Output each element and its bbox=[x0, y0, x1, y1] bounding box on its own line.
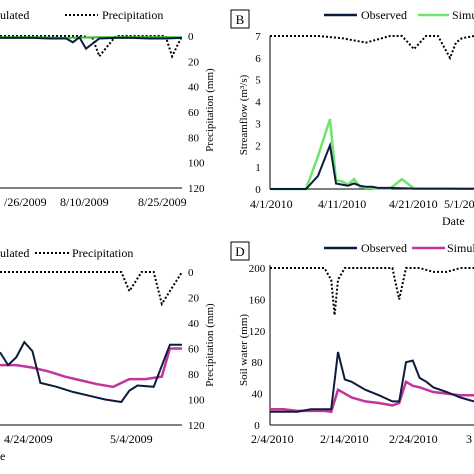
panel-a: ulated Precipitation 0 20 40 60 80 100 120 Pre… bbox=[0, 8, 216, 209]
panel-b-precipitation-line bbox=[270, 35, 474, 61]
panel-b-legend-observed: Observed bbox=[361, 8, 407, 22]
panel-d-precipitation-line bbox=[270, 267, 474, 316]
panel-c-simulated-line bbox=[0, 347, 182, 389]
panel-d-x-tick-label: 2/14/2010 bbox=[320, 432, 369, 446]
panel-c-x-tick-label: 5/4/2009 bbox=[110, 432, 153, 446]
panel-c-observed-line bbox=[0, 340, 182, 404]
panel-b-y-tick-label: 3 bbox=[255, 118, 261, 130]
panel-d-y-tick-label: 80 bbox=[252, 357, 264, 369]
panel-a-right-tick-label: 80 bbox=[188, 132, 200, 144]
panel-b-legend-simulated: Simul bbox=[452, 8, 474, 22]
panel-b-y-tick-label: 7 bbox=[255, 31, 261, 43]
panel-c-legend-precipitation: Precipitation bbox=[72, 246, 133, 260]
panel-c-right-tick-label: 0 bbox=[188, 267, 194, 279]
panel-d: D Observed Simula Soil water (mm) 0 40 80 1… bbox=[230, 241, 474, 446]
panel-b-observed-line bbox=[270, 141, 474, 190]
panel-d-y-ticks: 0 40 80 120 160 200 bbox=[249, 263, 266, 432]
panel-a-right-tick-label: 120 bbox=[188, 183, 205, 195]
panel-d-y-tick-label: 120 bbox=[249, 326, 266, 338]
panel-d-x-ticks: 2/4/2010 2/14/2010 2/24/2010 3 bbox=[251, 432, 472, 446]
panel-c-right-tick-label: 100 bbox=[188, 395, 205, 407]
panel-d-y-tick-label: 40 bbox=[252, 389, 264, 401]
panel-d-observed-line bbox=[270, 351, 474, 413]
panel-c-right-tick-label: 20 bbox=[188, 293, 200, 305]
panel-c-precipitation-line bbox=[0, 271, 183, 307]
panel-b-y-tick-label: 6 bbox=[255, 53, 261, 65]
panel-b-y-tick-label: 1 bbox=[255, 162, 261, 174]
panel-a-right-axis-label: Precipitation (mm) bbox=[204, 68, 216, 152]
panel-d-simulated-line bbox=[270, 379, 474, 414]
panel-b: B Observed Simul Streamflow (m³/s) 0 1 2 3 4… bbox=[230, 8, 474, 228]
panel-a-x-ticks: /26/2009 8/10/2009 8/25/2009 bbox=[4, 195, 187, 209]
panel-b-simulated-line bbox=[270, 118, 474, 191]
panel-c-x-axis-label-fragment: e bbox=[0, 449, 5, 463]
panel-b-y-tick-label: 4 bbox=[255, 97, 261, 109]
panel-b-y-tick-label: 5 bbox=[255, 75, 261, 87]
panel-d-x-tick-label: 3 bbox=[466, 432, 472, 446]
panel-a-precipitation-line bbox=[0, 35, 183, 59]
panel-b-y-ticks: 0 1 2 3 4 5 6 7 bbox=[255, 31, 261, 196]
panel-d-y-axis-label: Soil water (mm) bbox=[238, 314, 250, 386]
panel-d-label: D bbox=[235, 244, 244, 259]
panel-d-legend-observed: Observed bbox=[361, 241, 407, 255]
panel-c-right-tick-label: 40 bbox=[188, 318, 200, 330]
panel-a-x-tick-label: 8/10/2009 bbox=[60, 195, 109, 209]
panel-a-x-tick-label: /26/2009 bbox=[4, 195, 47, 209]
panel-b-x-axis-label: Date bbox=[442, 214, 465, 228]
panel-b-x-tick-label: 4/21/2010 bbox=[389, 197, 438, 211]
panel-a-x-tick-label: 8/25/2009 bbox=[138, 195, 187, 209]
panel-b-x-tick-label: 5/1/2010 bbox=[444, 197, 474, 211]
panel-b-y-tick-label: 2 bbox=[255, 140, 261, 152]
panel-a-legend-precipitation: Precipitation bbox=[102, 8, 163, 22]
panel-d-label-box bbox=[230, 241, 250, 261]
panel-a-right-tick-label: 0 bbox=[188, 31, 194, 43]
panel-c: ulated Precipitation 0 20 40 60 80 100 120 Pre… bbox=[0, 246, 216, 463]
panel-b-label: B bbox=[236, 12, 245, 27]
panel-b-y-axis-label: Streamflow (m³/s) bbox=[238, 74, 250, 155]
panel-c-right-axis-ticks: 0 20 40 60 80 100 120 bbox=[188, 267, 205, 432]
panel-a-right-tick-label: 100 bbox=[188, 158, 205, 170]
panel-b-x-ticks: 4/1/2010 4/11/2010 4/21/2010 5/1/2010 bbox=[250, 197, 474, 211]
panel-d-y-tick-label: 0 bbox=[254, 420, 260, 432]
panel-a-right-tick-label: 40 bbox=[188, 82, 200, 94]
panel-c-x-ticks: 4/24/2009 5/4/2009 bbox=[4, 432, 153, 446]
panel-a-right-axis-ticks: 0 20 40 60 80 100 120 bbox=[188, 31, 205, 195]
panel-b-x-tick-label: 4/11/2010 bbox=[318, 197, 366, 211]
panel-b-y-tick-label: 0 bbox=[255, 184, 261, 196]
panel-d-x-tick-label: 2/24/2010 bbox=[389, 432, 438, 446]
panel-c-x-tick-label: 4/24/2009 bbox=[4, 432, 53, 446]
panel-a-observed-line bbox=[0, 35, 183, 51]
panel-c-right-tick-label: 80 bbox=[188, 369, 200, 381]
panel-d-x-tick-label: 2/4/2010 bbox=[251, 432, 294, 446]
panel-d-y-tick-label: 160 bbox=[249, 294, 266, 306]
panel-c-right-tick-label: 60 bbox=[188, 344, 200, 356]
panel-a-legend-simulated: ulated bbox=[0, 8, 29, 22]
panel-b-label-box bbox=[230, 9, 250, 29]
panel-c-right-tick-label: 120 bbox=[188, 420, 205, 432]
panel-a-right-tick-label: 60 bbox=[188, 107, 200, 119]
panel-c-right-axis-label: Precipitation (mm) bbox=[204, 303, 216, 387]
panel-c-legend-simulated: ulated bbox=[0, 246, 29, 260]
panel-d-legend-simulated: Simula bbox=[447, 241, 474, 255]
panel-d-y-tick-label: 200 bbox=[249, 263, 266, 275]
panel-a-right-tick-label: 20 bbox=[188, 56, 200, 68]
panel-b-x-tick-label: 4/1/2010 bbox=[250, 197, 293, 211]
